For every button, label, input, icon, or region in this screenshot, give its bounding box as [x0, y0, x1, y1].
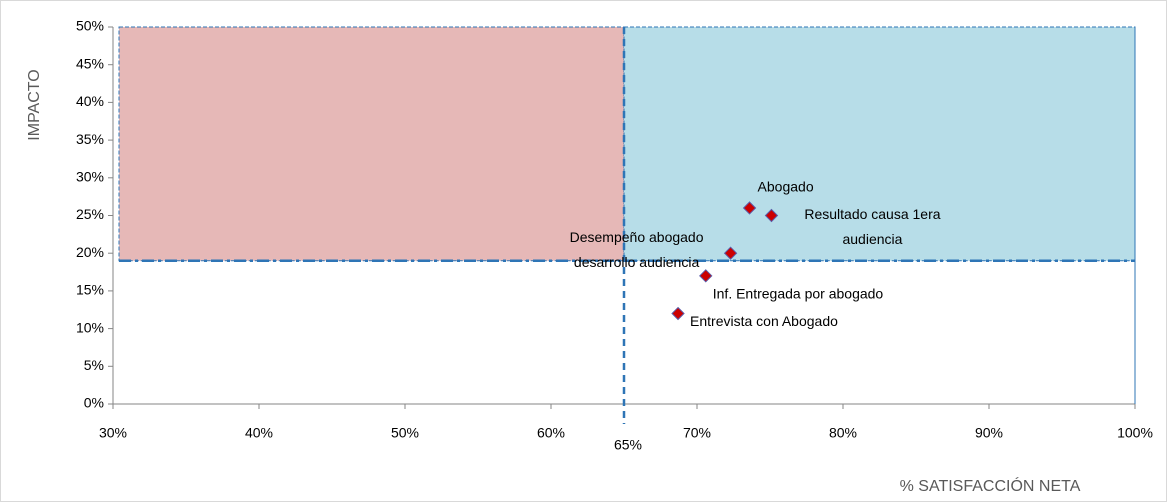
data-point	[671, 306, 685, 321]
x-axis-title: % SATISFACCIÓN NETA	[900, 476, 1081, 495]
point-label: Resultado causa 1era	[804, 206, 940, 222]
x-tick-label: 50%	[391, 425, 419, 441]
point-label: desarrollo audiencia	[574, 254, 700, 270]
y-tick-label: 40%	[76, 93, 104, 109]
y-tick-label: 5%	[84, 357, 104, 373]
x-tick-label: 100%	[1117, 425, 1153, 441]
y-tick-label: 45%	[76, 55, 104, 71]
y-tick-label: 0%	[84, 395, 104, 411]
data-point	[723, 246, 738, 260]
data-point	[699, 269, 713, 283]
x-tick-label: 40%	[245, 425, 273, 441]
data-point	[742, 201, 757, 215]
y-tick-label: 50%	[76, 18, 104, 34]
x-tick-label: 80%	[829, 425, 857, 441]
x-threshold-label: 65%	[614, 437, 642, 453]
data-point	[764, 208, 779, 223]
point-label: audiencia	[842, 231, 902, 247]
point-label: Abogado	[758, 179, 814, 195]
point-label: Entrevista con Abogado	[690, 313, 838, 329]
low-region	[118, 26, 625, 262]
x-tick-label: 30%	[99, 425, 127, 441]
y-tick-label: 25%	[76, 206, 104, 222]
point-label: Inf. Entregada por abogado	[713, 286, 884, 302]
high-region	[623, 26, 1136, 262]
y-tick-label: 30%	[76, 169, 104, 185]
y-tick-label: 35%	[76, 131, 104, 147]
y-axis-title: IMPACTO	[26, 69, 43, 140]
y-tick-label: 15%	[76, 282, 104, 298]
x-tick-label: 60%	[537, 425, 565, 441]
y-tick-label: 10%	[76, 319, 104, 335]
x-tick-label: 70%	[683, 425, 711, 441]
y-tick-label: 20%	[76, 244, 104, 260]
point-label: Desempeño abogado	[570, 229, 704, 245]
x-tick-label: 90%	[975, 425, 1003, 441]
